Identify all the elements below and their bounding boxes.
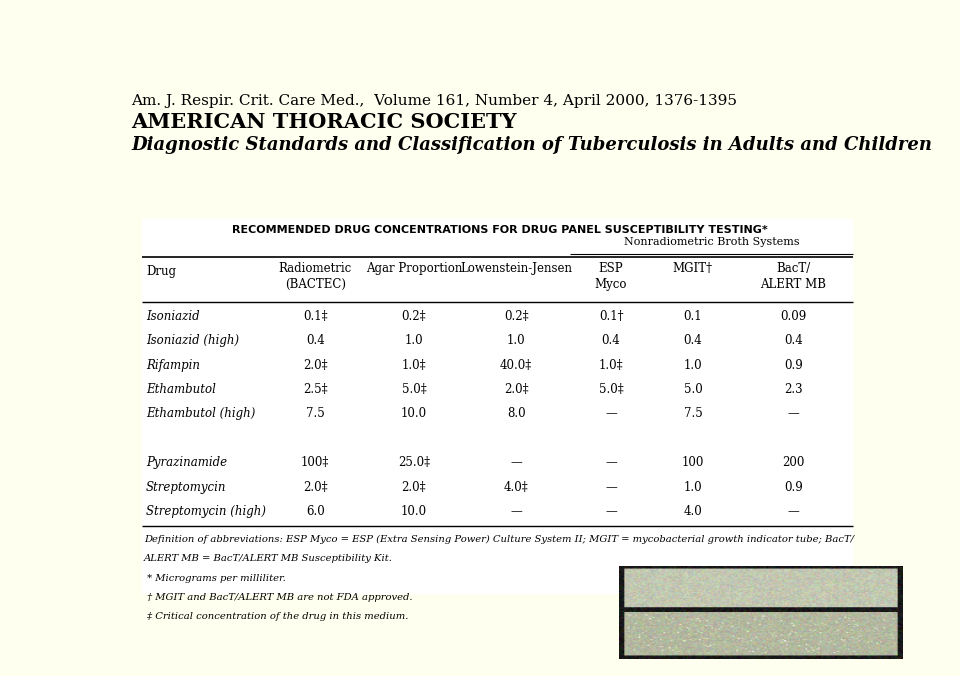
Text: * Micrograms per milliliter.: * Micrograms per milliliter. <box>144 573 285 583</box>
Text: Streptomycin: Streptomycin <box>146 481 227 494</box>
Text: Diagnostic Standards and Classification of Tuberculosis in Adults and Children: Diagnostic Standards and Classification … <box>132 136 932 153</box>
Text: 2.0‡: 2.0‡ <box>303 481 327 494</box>
Text: 0.4: 0.4 <box>784 334 803 347</box>
Text: † MGIT and BacT/ALERT MB are not FDA approved.: † MGIT and BacT/ALERT MB are not FDA app… <box>144 593 412 602</box>
Text: 2.0‡: 2.0‡ <box>504 383 529 396</box>
Text: 0.1‡: 0.1‡ <box>303 310 327 322</box>
Text: BacT/
ALERT MB: BacT/ ALERT MB <box>760 262 827 291</box>
Text: Pyrazinamide: Pyrazinamide <box>146 456 228 469</box>
Text: 1.0‡: 1.0‡ <box>599 358 623 372</box>
Text: Lowenstein-Jensen: Lowenstein-Jensen <box>460 262 572 274</box>
Text: —: — <box>605 408 617 420</box>
Text: 0.9: 0.9 <box>784 358 803 372</box>
Text: Isoniazid (high): Isoniazid (high) <box>146 334 239 347</box>
Text: 2.5‡: 2.5‡ <box>303 383 327 396</box>
FancyBboxPatch shape <box>142 219 852 594</box>
Text: 4.0‡: 4.0‡ <box>504 481 529 494</box>
Text: ALERT MB = BacT/ALERT MB Susceptibility Kit.: ALERT MB = BacT/ALERT MB Susceptibility … <box>144 554 393 563</box>
Text: 10.0: 10.0 <box>401 506 427 518</box>
Text: MGIT†: MGIT† <box>673 262 713 274</box>
Text: 2.3: 2.3 <box>784 383 803 396</box>
Text: 5.0‡: 5.0‡ <box>599 383 623 396</box>
Text: 6.0: 6.0 <box>306 506 324 518</box>
Text: Agar Proportion: Agar Proportion <box>366 262 462 274</box>
Text: 100: 100 <box>682 456 704 469</box>
Text: 0.4: 0.4 <box>602 334 620 347</box>
Text: 4.0: 4.0 <box>684 506 703 518</box>
Text: —: — <box>787 408 799 420</box>
Text: Streptomycin (high): Streptomycin (high) <box>146 506 266 518</box>
Text: ESP
Myco: ESP Myco <box>595 262 627 291</box>
Text: 0.1: 0.1 <box>684 310 702 322</box>
Text: 1.0: 1.0 <box>404 334 423 347</box>
Text: 0.4: 0.4 <box>684 334 703 347</box>
Text: —: — <box>787 506 799 518</box>
Text: 40.0‡: 40.0‡ <box>500 358 532 372</box>
Text: 7.5: 7.5 <box>684 408 703 420</box>
Text: —: — <box>605 481 617 494</box>
Text: 2.0‡: 2.0‡ <box>401 481 426 494</box>
Text: Rifampin: Rifampin <box>146 358 200 372</box>
Text: 5.0: 5.0 <box>684 383 703 396</box>
Text: 0.9: 0.9 <box>784 481 803 494</box>
Text: 0.4: 0.4 <box>306 334 324 347</box>
Text: RECOMMENDED DRUG CONCENTRATIONS FOR DRUG PANEL SUSCEPTIBILITY TESTING*: RECOMMENDED DRUG CONCENTRATIONS FOR DRUG… <box>231 225 767 235</box>
Text: 7.5: 7.5 <box>306 408 324 420</box>
Text: 100‡: 100‡ <box>301 456 329 469</box>
Text: —: — <box>605 506 617 518</box>
Text: 8.0: 8.0 <box>507 408 525 420</box>
Text: —: — <box>511 506 522 518</box>
Text: Am. J. Respir. Crit. Care Med.,  Volume 161, Number 4, April 2000, 1376-1395: Am. J. Respir. Crit. Care Med., Volume 1… <box>132 94 737 108</box>
Text: 10.0: 10.0 <box>401 408 427 420</box>
Text: Definition of abbreviations: ESP Myco = ESP (Extra Sensing Power) Culture System: Definition of abbreviations: ESP Myco = … <box>144 535 853 544</box>
Text: —: — <box>605 456 617 469</box>
Text: 0.2‡: 0.2‡ <box>401 310 426 322</box>
Text: 0.09: 0.09 <box>780 310 806 322</box>
Text: 1.0‡: 1.0‡ <box>401 358 426 372</box>
Text: Radiometric
(BACTEC): Radiometric (BACTEC) <box>278 262 352 291</box>
Text: 2.0‡: 2.0‡ <box>303 358 327 372</box>
Text: AMERICAN THORACIC SOCIETY: AMERICAN THORACIC SOCIETY <box>132 112 516 132</box>
Text: ‡ Critical concentration of the drug in this medium.: ‡ Critical concentration of the drug in … <box>144 612 408 621</box>
Text: 1.0: 1.0 <box>507 334 525 347</box>
Text: 0.1†: 0.1† <box>599 310 623 322</box>
Text: 200: 200 <box>782 456 804 469</box>
Text: Drug: Drug <box>146 266 176 279</box>
Text: 5.0‡: 5.0‡ <box>401 383 426 396</box>
Text: Nonradiometric Broth Systems: Nonradiometric Broth Systems <box>624 237 800 247</box>
Text: 1.0: 1.0 <box>684 481 702 494</box>
Text: Ethambutol (high): Ethambutol (high) <box>146 408 255 420</box>
Text: 0.2‡: 0.2‡ <box>504 310 529 322</box>
Text: Ethambutol: Ethambutol <box>146 383 216 396</box>
Text: —: — <box>511 456 522 469</box>
Text: Isoniazid: Isoniazid <box>146 310 200 322</box>
Text: 1.0: 1.0 <box>684 358 702 372</box>
Text: 25.0‡: 25.0‡ <box>397 456 430 469</box>
